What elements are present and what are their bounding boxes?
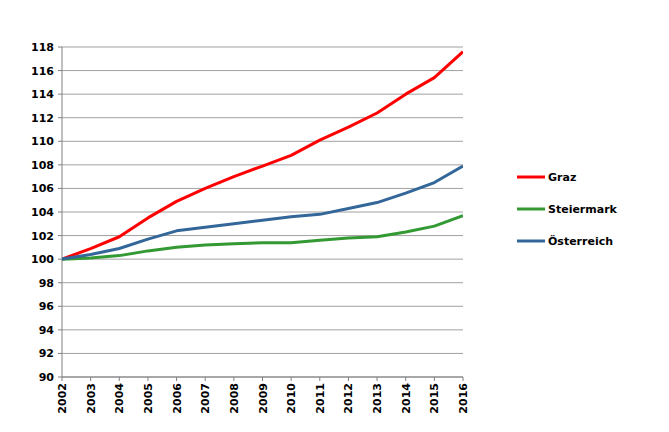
x-tick bbox=[463, 377, 464, 381]
legend-swatch bbox=[517, 208, 545, 211]
y-tick bbox=[58, 377, 62, 378]
y-tick-label: 108 bbox=[31, 159, 54, 172]
x-tick-label: 2005 bbox=[142, 383, 155, 414]
y-tick-label: 114 bbox=[31, 88, 54, 101]
x-tick-label: 2009 bbox=[257, 383, 270, 414]
y-tick bbox=[58, 306, 62, 307]
x-tick-label: 2013 bbox=[371, 383, 384, 414]
x-tick-label: 2015 bbox=[428, 383, 441, 414]
x-tick bbox=[348, 377, 349, 381]
y-tick bbox=[58, 235, 62, 236]
x-tick-label: 2003 bbox=[85, 383, 98, 414]
grid-line bbox=[62, 306, 463, 307]
y-tick-label: 106 bbox=[31, 182, 54, 195]
legend-swatch bbox=[517, 176, 545, 179]
x-tick bbox=[205, 377, 206, 381]
x-tick bbox=[62, 377, 63, 381]
y-tick-label: 116 bbox=[31, 65, 54, 78]
y-tick-label: 90 bbox=[39, 371, 55, 384]
grid-line bbox=[62, 188, 463, 189]
x-tick bbox=[90, 377, 91, 381]
y-tick-label: 112 bbox=[31, 112, 54, 125]
y-tick-label: 100 bbox=[31, 253, 54, 266]
y-tick-label: 102 bbox=[31, 230, 54, 243]
x-tick bbox=[405, 377, 406, 381]
grid-line bbox=[62, 259, 463, 260]
x-tick-label: 2010 bbox=[285, 383, 298, 414]
y-tick bbox=[58, 141, 62, 142]
x-tick-label: 2011 bbox=[314, 383, 327, 414]
y-tick bbox=[58, 47, 62, 48]
x-tick bbox=[319, 377, 320, 381]
grid-line bbox=[62, 141, 463, 142]
x-tick bbox=[147, 377, 148, 381]
x-tick bbox=[262, 377, 263, 381]
legend-label: Österreich bbox=[548, 234, 613, 248]
x-tick bbox=[119, 377, 120, 381]
y-tick bbox=[58, 94, 62, 95]
legend-label: Steiermark bbox=[548, 203, 618, 216]
grid-line bbox=[62, 70, 463, 71]
y-tick bbox=[58, 259, 62, 260]
x-tick-label: 2012 bbox=[342, 383, 355, 414]
x-tick-label: 2007 bbox=[199, 383, 212, 414]
y-tick bbox=[58, 353, 62, 354]
x-tick bbox=[176, 377, 177, 381]
y-tick bbox=[58, 188, 62, 189]
y-tick-label: 118 bbox=[31, 41, 54, 54]
y-tick-label: 92 bbox=[39, 347, 54, 360]
y-tick bbox=[58, 164, 62, 165]
chart: 90 92 94 96 98 100 102 104 106 108 110 112 114 116 118… bbox=[0, 0, 669, 432]
y-tick bbox=[58, 282, 62, 283]
legend-swatch bbox=[517, 240, 545, 243]
grid-line bbox=[62, 47, 463, 48]
series-line bbox=[62, 52, 463, 259]
x-tick bbox=[434, 377, 435, 381]
x-tick-label: 2008 bbox=[228, 383, 241, 414]
y-tick-label: 96 bbox=[39, 300, 55, 313]
x-tick-label: 2016 bbox=[457, 383, 470, 414]
grid-line bbox=[62, 329, 463, 330]
y-tick-label: 110 bbox=[31, 135, 54, 148]
grid-line bbox=[62, 212, 463, 213]
legend-label: Graz bbox=[548, 171, 576, 184]
x-tick bbox=[233, 377, 234, 381]
legend: Graz Steiermark Österreich bbox=[517, 171, 618, 248]
x-tick-label: 2006 bbox=[171, 383, 184, 414]
y-tick-label: 94 bbox=[39, 324, 55, 337]
y-tick bbox=[58, 117, 62, 118]
y-tick-label: 98 bbox=[39, 277, 54, 290]
y-tick bbox=[58, 70, 62, 71]
grid-line bbox=[62, 282, 463, 283]
series-line bbox=[62, 166, 463, 259]
x-tick-label: 2002 bbox=[56, 383, 69, 414]
plot-area bbox=[62, 52, 463, 259]
y-tick bbox=[58, 212, 62, 213]
grid-line bbox=[62, 353, 463, 354]
x-tick-label: 2004 bbox=[113, 383, 126, 414]
y-tick-label: 104 bbox=[31, 206, 54, 219]
y-axis bbox=[62, 47, 63, 377]
x-tick-label: 2014 bbox=[400, 383, 413, 414]
x-tick bbox=[377, 377, 378, 381]
series-line bbox=[62, 216, 463, 260]
x-tick bbox=[291, 377, 292, 381]
y-tick bbox=[58, 329, 62, 330]
grid-line bbox=[62, 117, 463, 118]
